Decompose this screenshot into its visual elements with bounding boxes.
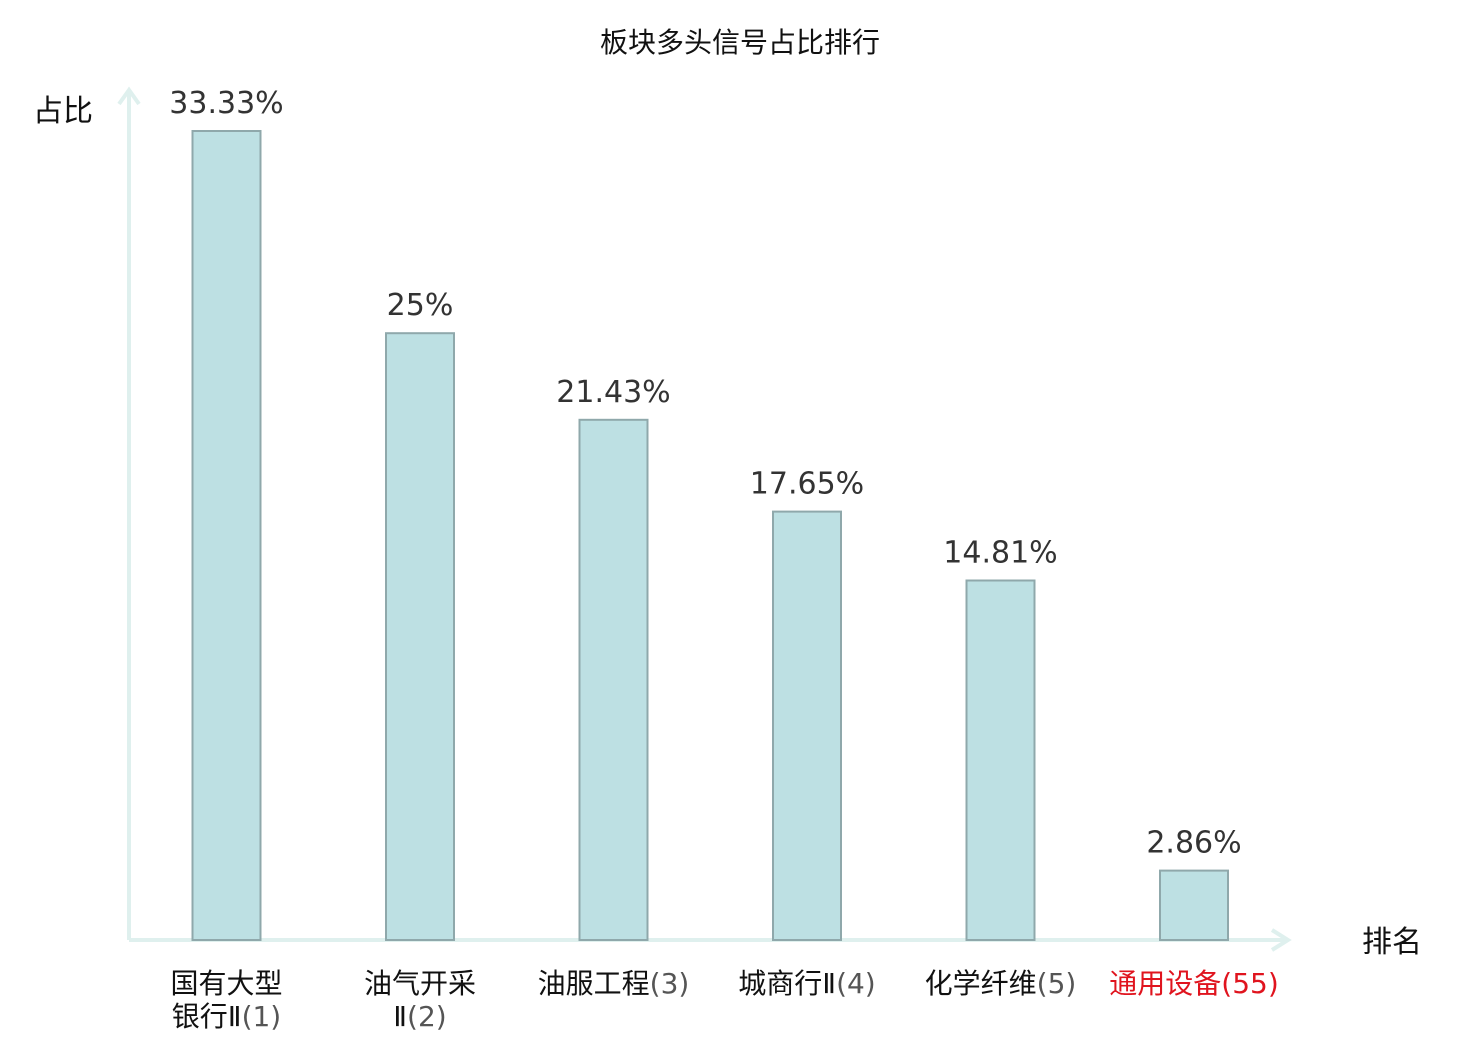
bar-1	[191, 130, 262, 941]
category-rank-3: (3)	[650, 967, 690, 1000]
chart-title: 板块多头信号占比排行	[600, 26, 880, 59]
value-label-2: 25%	[387, 288, 454, 323]
category-label-2: 油气开采 Ⅱ(2)	[364, 967, 476, 1033]
category-rank-5: (5)	[1037, 967, 1077, 1000]
category-label-5: 化学纤维(5)	[925, 967, 1077, 1000]
bar-5	[965, 579, 1036, 941]
value-labels-group: 33.33% 25% 21.43% 17.65% 14.81% 2.86%	[169, 86, 1241, 861]
category-rank-2: (2)	[407, 1000, 447, 1033]
category-labels-group: 国有大型银行Ⅱ(1) 油气开采 Ⅱ(2) 油服工程(3) 城商行Ⅱ(4) 化学纤维(5) 通…	[170, 967, 1278, 1033]
bar-3	[578, 418, 649, 941]
bar-6	[1159, 869, 1229, 941]
y-axis-arrow	[117, 86, 141, 106]
category-label-1: 国有大型银行Ⅱ(1)	[170, 967, 282, 1033]
bars-group	[191, 130, 1229, 941]
value-label-5: 14.81%	[943, 536, 1057, 571]
x-axis-arrow	[1270, 928, 1292, 952]
category-label-1-line-2: 银行Ⅱ(1)	[172, 1000, 281, 1033]
category-rank-1: (1)	[242, 1000, 282, 1033]
bar-4	[772, 510, 842, 941]
x-axis-label: 排名	[1362, 925, 1422, 960]
category-label-5-line-1: 化学纤维(5)	[925, 967, 1077, 1000]
category-label-2-line-2: Ⅱ(2)	[393, 1000, 446, 1033]
bar-2	[385, 332, 455, 941]
y-axis-label: 占比	[33, 94, 93, 129]
value-label-1: 33.33%	[169, 86, 283, 121]
category-label-2-line-1: 油气开采	[364, 967, 476, 1000]
category-label-3-line-1: 油服工程(3)	[538, 967, 690, 1000]
value-label-4: 17.65%	[750, 467, 864, 502]
category-label-6: 通用设备(55)	[1109, 967, 1279, 1000]
category-label-1-line-1: 国有大型	[170, 967, 282, 1000]
value-label-3: 21.43%	[556, 375, 670, 410]
category-label-3: 油服工程(3)	[538, 967, 690, 1000]
category-label-6-line-1: 通用设备(55)	[1109, 967, 1279, 1000]
category-label-4-line-1: 城商行Ⅱ(4)	[738, 967, 875, 1000]
category-label-4: 城商行Ⅱ(4)	[738, 967, 875, 1000]
value-label-6: 2.86%	[1146, 826, 1241, 861]
category-rank-6: (55)	[1221, 967, 1278, 1000]
category-rank-4: (4)	[836, 967, 876, 1000]
